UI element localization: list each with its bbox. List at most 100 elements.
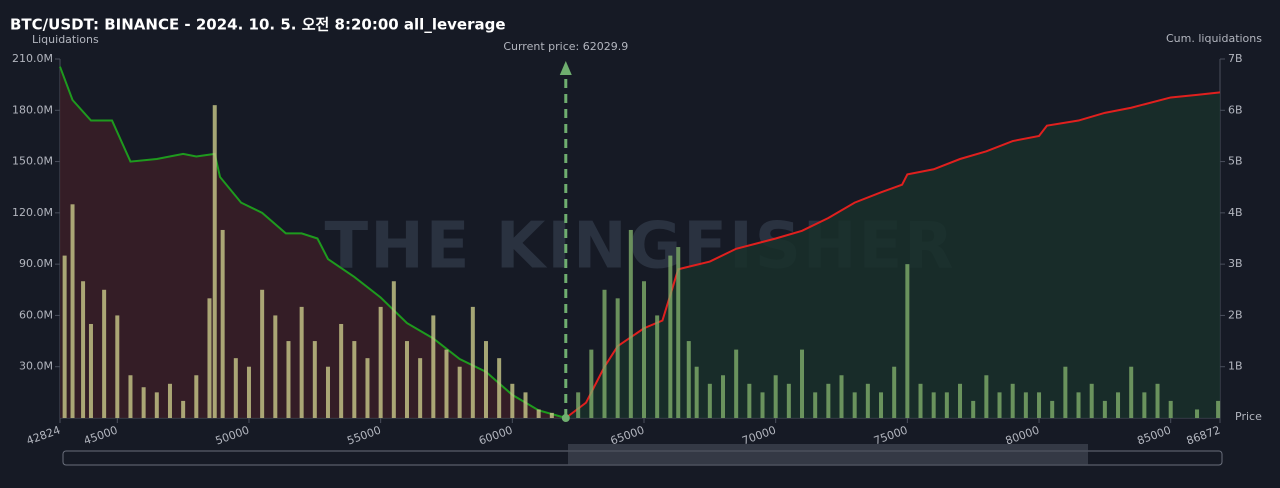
liquidation-bar	[813, 392, 818, 418]
liquidation-bar	[1195, 409, 1200, 418]
liquidation-bar	[694, 366, 699, 418]
liquidation-bar	[391, 281, 396, 418]
liquidation-bar	[154, 392, 159, 418]
x-tick-label: 45000	[82, 423, 119, 447]
x-axis-label: Price	[1235, 410, 1262, 423]
liquidation-bar	[549, 412, 554, 418]
y2-tick-label: 7B	[1228, 52, 1243, 65]
x-tick-label: 75000	[872, 423, 909, 447]
liquidation-bar	[1010, 383, 1015, 418]
liquidation-bar	[470, 306, 475, 418]
liquidation-bar	[1142, 392, 1147, 418]
liquidation-bar	[70, 204, 75, 418]
liquidation-bar	[1102, 400, 1107, 418]
liquidation-bar	[62, 255, 67, 418]
x-tick-label: 42824	[25, 423, 62, 447]
liquidation-bar	[1168, 400, 1173, 418]
x-tick-label: 86872	[1185, 423, 1222, 447]
liquidation-bar	[220, 229, 225, 418]
liquidation-bar	[628, 229, 633, 418]
liquidation-bar	[325, 366, 330, 418]
liquidation-bar	[483, 341, 488, 418]
current-price-arrow	[559, 61, 572, 75]
y-tick-label: 60.0M	[19, 308, 53, 321]
liquidation-bar	[905, 264, 910, 418]
liquidation-bar	[418, 358, 423, 418]
liquidation-bar	[1023, 392, 1028, 418]
liquidation-bar	[233, 358, 238, 418]
liquidation-bar	[944, 392, 949, 418]
liquidation-bar	[81, 281, 86, 418]
liquidation-bar	[800, 349, 805, 418]
liquidation-bar	[1076, 392, 1081, 418]
liquidation-bar	[1216, 400, 1221, 418]
liquidation-bar	[1155, 383, 1160, 418]
liquidation-bar	[207, 298, 212, 418]
plot-area: 30.0M 60.0M 90.0M 120.0M 150.0M 180.0M 210.0M 1…	[12, 40, 1243, 448]
liquidation-bar	[997, 392, 1002, 418]
y2-tick-label: 6B	[1228, 103, 1243, 116]
liquidation-bar	[721, 375, 726, 418]
liquidation-bar	[141, 387, 146, 418]
y2-tick-label: 2B	[1228, 308, 1243, 321]
x-tick-label: 65000	[609, 423, 646, 447]
liquidation-bar	[273, 315, 278, 418]
liquidation-bar	[655, 315, 660, 418]
liquidation-bar	[852, 392, 857, 418]
chart-title: BTC/USDT: BINANCE - 2024. 10. 5. 오전 8:20…	[10, 16, 506, 34]
liquidation-bar	[958, 383, 963, 418]
liquidation-bar	[1089, 383, 1094, 418]
liquidation-bar	[260, 289, 265, 418]
liquidation-bar	[299, 306, 304, 418]
liquidation-bar	[312, 341, 317, 418]
liquidation-bar	[576, 392, 581, 418]
x-tick-label: 85000	[1135, 423, 1172, 447]
liquidation-bar	[431, 315, 436, 418]
liquidation-bar	[773, 375, 778, 418]
liquidation-bar	[444, 349, 449, 418]
x-tick-label: 60000	[477, 423, 514, 447]
cumulative-area	[60, 66, 566, 418]
liquidation-bar	[892, 366, 897, 418]
liquidation-bar	[760, 392, 765, 418]
x-tick-label: 80000	[1004, 423, 1041, 447]
x-tick-label: 55000	[345, 423, 382, 447]
scroll-window[interactable]	[568, 444, 1088, 465]
liquidation-bar	[826, 383, 831, 418]
liquidation-bar	[668, 255, 673, 418]
liquidation-bar	[194, 375, 199, 418]
y-tick-label: 180.0M	[12, 103, 53, 116]
liquidation-bar	[865, 383, 870, 418]
liquidation-bar	[510, 383, 515, 418]
liquidation-bar	[602, 289, 607, 418]
liquidation-bar	[931, 392, 936, 418]
liquidation-bar	[1129, 366, 1134, 418]
current-price-dot	[561, 414, 570, 422]
y-tick-label: 90.0M	[19, 257, 53, 270]
liquidation-bar	[589, 349, 594, 418]
liquidation-bar	[686, 341, 691, 418]
liquidation-bar	[212, 105, 217, 419]
liquidation-bar	[181, 400, 186, 418]
y2-tick-label: 4B	[1228, 206, 1243, 219]
current-price-label: Current price: 62029.9	[503, 40, 628, 53]
cumulative-line	[565, 91, 1221, 419]
y-tick-label: 210.0M	[12, 52, 53, 65]
liquidation-bar	[676, 247, 681, 418]
liquidation-bar	[536, 409, 541, 418]
liquidation-bar	[352, 341, 357, 418]
liquidation-bar	[339, 323, 344, 418]
liquidation-bar	[128, 375, 133, 418]
liquidation-bar	[365, 358, 370, 418]
liquidation-bar	[167, 383, 172, 418]
liquidation-bar	[984, 375, 989, 418]
liquidation-bar	[1037, 392, 1042, 418]
liquidation-bar	[378, 306, 383, 418]
liquidation-bar	[286, 341, 291, 418]
liquidation-bar	[971, 400, 976, 418]
liquidation-bar	[918, 383, 923, 418]
liquidation-bar	[1050, 400, 1055, 418]
liquidation-bar	[839, 375, 844, 418]
liquidation-bar	[879, 392, 884, 418]
